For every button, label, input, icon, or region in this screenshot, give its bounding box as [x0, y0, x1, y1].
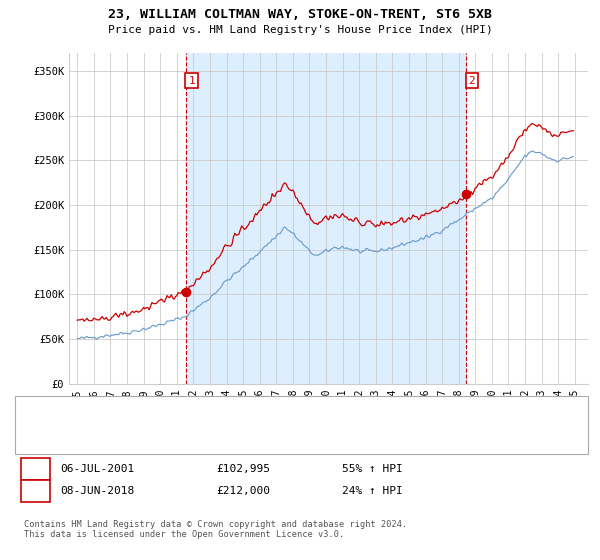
Text: Price paid vs. HM Land Registry's House Price Index (HPI): Price paid vs. HM Land Registry's House … — [107, 25, 493, 35]
Text: 06-JUL-2001: 06-JUL-2001 — [60, 464, 134, 474]
Text: Contains HM Land Registry data © Crown copyright and database right 2024.
This d: Contains HM Land Registry data © Crown c… — [24, 520, 407, 539]
Text: 24% ↑ HPI: 24% ↑ HPI — [342, 486, 403, 496]
Text: HPI: Average price, detached house, Stoke-on-Trent: HPI: Average price, detached house, Stok… — [72, 428, 366, 438]
Text: 1: 1 — [188, 76, 195, 86]
Text: £212,000: £212,000 — [216, 486, 270, 496]
Text: 1: 1 — [32, 464, 39, 474]
Text: 23, WILLIAM COLTMAN WAY, STOKE-ON-TRENT, ST6 5XB (detached house): 23, WILLIAM COLTMAN WAY, STOKE-ON-TRENT,… — [72, 405, 454, 416]
Bar — [186, 53, 466, 384]
Text: 2: 2 — [469, 76, 475, 86]
Text: 2: 2 — [32, 486, 39, 496]
Text: 08-JUN-2018: 08-JUN-2018 — [60, 486, 134, 496]
Text: £102,995: £102,995 — [216, 464, 270, 474]
Text: 23, WILLIAM COLTMAN WAY, STOKE-ON-TRENT, ST6 5XB: 23, WILLIAM COLTMAN WAY, STOKE-ON-TRENT,… — [108, 8, 492, 21]
Text: 55% ↑ HPI: 55% ↑ HPI — [342, 464, 403, 474]
